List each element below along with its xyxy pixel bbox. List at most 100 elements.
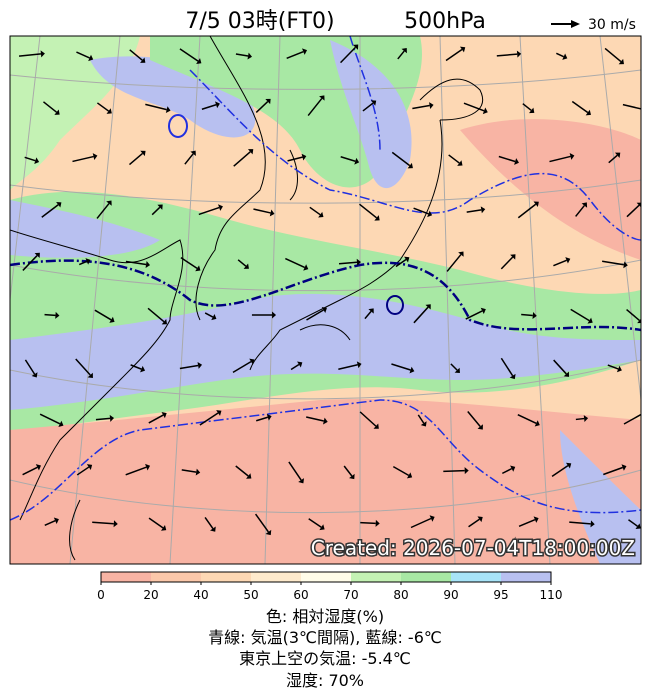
wind-arrow — [285, 257, 309, 271]
map — [10, 36, 641, 564]
wind-arrow — [496, 50, 522, 58]
wind-head — [210, 526, 216, 532]
wind-shaft — [343, 465, 353, 477]
title: 7/5 03時(FT0) — [185, 9, 334, 34]
wind-shaft — [22, 466, 38, 476]
wind-head — [302, 48, 308, 55]
wind-shaft — [571, 100, 589, 114]
wind-arrow — [517, 201, 539, 219]
wind-arrow — [626, 202, 641, 218]
wind-head — [509, 373, 516, 380]
wind-head — [265, 529, 272, 536]
wind-shaft — [24, 156, 36, 162]
wind-shaft — [72, 155, 94, 163]
wind-head — [616, 365, 622, 373]
wind-shaft — [75, 358, 91, 376]
wind-arrow — [42, 101, 60, 115]
wind-head — [161, 411, 167, 419]
wind-arrow — [44, 517, 59, 526]
wind-shaft — [129, 49, 143, 61]
wind-shaft — [500, 256, 514, 270]
wind-shaft — [41, 204, 59, 218]
wind-head — [477, 516, 483, 523]
wind-head — [373, 423, 379, 429]
wind-head — [614, 152, 621, 158]
wind-head — [249, 358, 255, 365]
map-frame — [9, 35, 642, 565]
wind-head — [562, 53, 568, 60]
wind-head — [165, 106, 171, 114]
wind-arrow — [147, 307, 168, 325]
wind-shaft — [556, 52, 564, 58]
wind-head — [427, 210, 433, 218]
wind-arrow — [308, 518, 325, 531]
wind-head — [243, 263, 249, 269]
wind-arrow — [553, 359, 570, 377]
wind-head — [356, 361, 362, 369]
wind-head — [354, 157, 360, 165]
wind-shaft — [340, 156, 356, 162]
wind-shaft — [397, 50, 405, 60]
wind-shaft — [290, 363, 300, 371]
wind-arrow — [622, 103, 641, 110]
wind-arrow — [518, 516, 539, 528]
wind-shaft — [602, 260, 624, 266]
wind-head — [195, 265, 201, 272]
wind-arrow — [96, 102, 112, 114]
colorbar-tick-label: 60 — [293, 588, 308, 602]
wind-head — [401, 47, 407, 54]
wind-shaft — [517, 203, 537, 219]
wind-arrow — [413, 304, 431, 324]
wind-shaft — [237, 259, 247, 267]
caption-line: 青線: 気温(3℃間隔), 藍線: -6℃ — [208, 628, 442, 647]
wind-arrow — [410, 515, 435, 529]
wind-shaft — [204, 312, 214, 318]
wind-head — [356, 258, 361, 266]
wind-head — [404, 256, 410, 263]
wind-shaft — [285, 257, 305, 269]
wind-head — [190, 150, 196, 156]
wind-arrow — [75, 358, 93, 379]
wind-arrow — [392, 465, 413, 479]
wind-shaft — [607, 364, 619, 370]
wind-shaft — [338, 364, 358, 370]
wind-shaft — [465, 310, 483, 320]
wind-shaft — [463, 102, 485, 112]
wind-shaft — [96, 203, 110, 219]
wind-shaft — [410, 517, 432, 529]
wind-shaft — [253, 208, 271, 214]
colorbar-tick-label: 90 — [443, 588, 458, 602]
wind-arrow — [466, 206, 486, 214]
wind-arrow — [255, 98, 271, 113]
wind-shaft — [95, 417, 111, 421]
wind-arrow — [287, 153, 307, 162]
wind-head — [34, 252, 40, 259]
wind-shaft — [518, 518, 536, 528]
wind-arrow — [569, 520, 595, 528]
wind-head — [85, 258, 91, 265]
wind-arrow — [235, 52, 253, 60]
wind-head — [516, 50, 522, 58]
wind-head — [480, 206, 486, 214]
wind-arrow — [130, 364, 146, 373]
wind-head — [246, 473, 252, 479]
wind-head — [352, 44, 359, 50]
wind-shaft — [254, 513, 270, 533]
wind-arrow — [18, 50, 45, 58]
wind-head — [482, 107, 488, 115]
wind-arrow — [286, 48, 308, 60]
wind-shaft — [622, 103, 641, 110]
wind-head — [409, 366, 415, 374]
wind-arrow — [608, 152, 621, 164]
wind-head — [157, 204, 163, 210]
wind-shaft — [608, 154, 618, 164]
level: 500hPa — [404, 9, 486, 34]
wind-shaft — [549, 155, 571, 163]
wind-head — [35, 464, 41, 471]
wind-arrow — [180, 257, 201, 272]
wind-shaft — [44, 313, 56, 317]
wind-arrow — [362, 100, 377, 112]
wind-shaft — [553, 359, 567, 375]
wind-shaft — [306, 416, 324, 422]
wind-arrow — [626, 309, 641, 324]
